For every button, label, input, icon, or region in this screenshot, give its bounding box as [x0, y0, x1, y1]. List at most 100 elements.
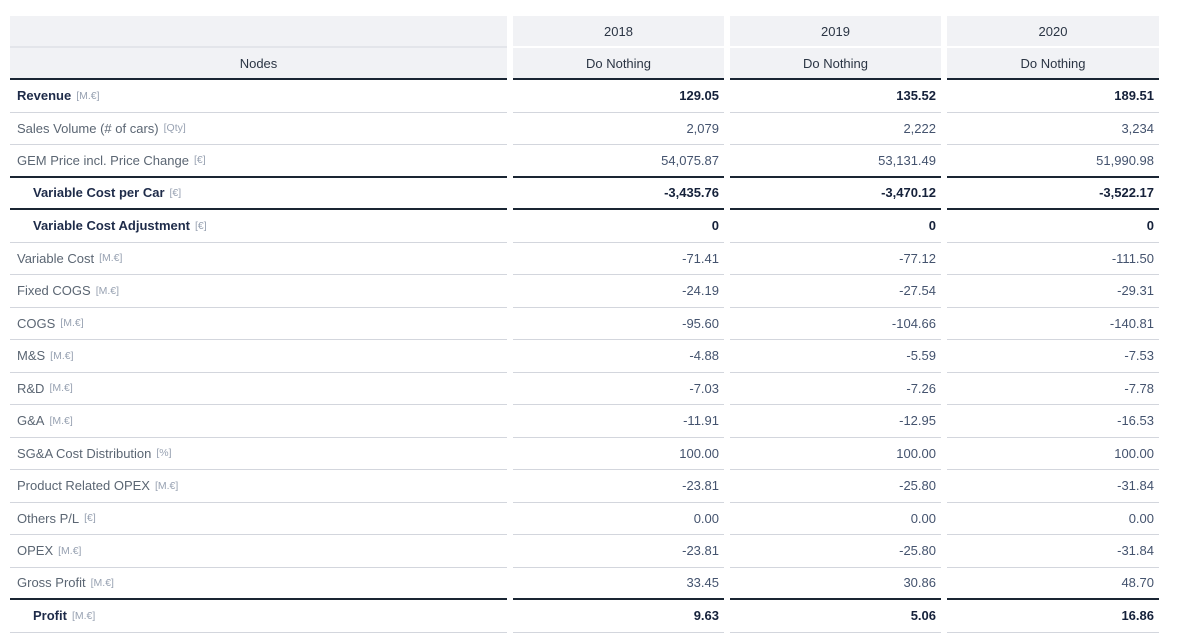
node-row-label: Profit [M.€]: [10, 600, 507, 633]
node-unit-tag: [M.€]: [58, 544, 82, 557]
scenario-label: Do Nothing: [585, 55, 652, 71]
value-text: -25.80: [899, 478, 936, 494]
value-text: 0: [711, 218, 719, 234]
year-label: 2018: [604, 23, 633, 39]
scenario-label: Do Nothing: [802, 55, 869, 71]
node-name: Gross Profit: [17, 575, 86, 591]
node-unit-tag: [€]: [195, 219, 207, 232]
node-unit-tag: [M.€]: [95, 284, 120, 297]
value-text: 100.00: [679, 445, 719, 461]
value-text: 5.06: [910, 608, 936, 624]
value-text: 54,075.87: [661, 152, 719, 168]
node-row-label: Variable Cost [M.€]: [10, 242, 507, 275]
value-text: -111.50: [1111, 250, 1154, 266]
value-cell: -104.66: [730, 307, 941, 340]
value-text: -7.26: [906, 380, 936, 396]
nodes-column-header: Nodes: [10, 48, 507, 80]
value-cell: 100.00: [730, 437, 941, 470]
value-cell: -111.50: [947, 242, 1159, 275]
value-cell: 16.86: [947, 600, 1159, 633]
node-unit-tag: [M.€]: [50, 349, 74, 362]
value-text: -104.66: [891, 315, 936, 331]
value-cell: 0.00: [947, 502, 1159, 535]
value-text: -31.84: [1117, 478, 1154, 494]
node-unit-tag: [M.€]: [49, 382, 73, 395]
node-row-label: Others P/L [€]: [10, 502, 507, 535]
value-cell: -25.80: [730, 470, 941, 503]
node-unit-tag: [M.€]: [60, 317, 84, 330]
value-text: 30.86: [903, 575, 936, 591]
scenario-comparison-table: 2018 2019 2020 Nodes Do Nothing Do Nothi…: [10, 16, 1159, 633]
value-cell: -7.26: [730, 372, 941, 405]
node-name: GEM Price incl. Price Change: [17, 152, 189, 168]
value-cell: 0: [513, 210, 724, 243]
value-cell: 0.00: [513, 502, 724, 535]
node-unit-tag: [M.€]: [154, 479, 179, 492]
table-grid: 2018 2019 2020 Nodes Do Nothing Do Nothi…: [10, 16, 1159, 633]
value-text: 0: [1146, 218, 1154, 234]
node-name: Variable Cost: [17, 250, 95, 266]
value-cell: 51,990.98: [947, 145, 1159, 178]
value-cell: -95.60: [513, 307, 724, 340]
value-text: 2,222: [903, 120, 936, 136]
value-text: -7.78: [1124, 380, 1154, 396]
value-cell: 100.00: [513, 437, 724, 470]
value-cell: 5.06: [730, 600, 941, 633]
node-name: M&S: [17, 348, 46, 364]
scenario-label: Do Nothing: [1020, 55, 1086, 71]
value-text: -29.31: [1117, 283, 1154, 299]
value-cell: -7.53: [947, 340, 1159, 373]
value-cell: 2,222: [730, 112, 941, 145]
value-text: 16.86: [1121, 608, 1154, 624]
value-cell: -3,435.76: [513, 177, 724, 210]
node-row-label: Variable Cost Adjustment [€]: [10, 210, 507, 243]
node-row-label: SG&A Cost Distribution [%]: [10, 437, 507, 470]
value-text: 0: [928, 218, 936, 234]
value-cell: 30.86: [730, 567, 941, 600]
node-name: Revenue: [17, 88, 72, 104]
value-text: -3,522.17: [1099, 185, 1154, 201]
value-cell: -23.81: [513, 535, 724, 568]
value-text: 2,079: [686, 120, 719, 136]
year-header-2019: 2019: [730, 16, 941, 48]
year-label: 2020: [1038, 23, 1068, 39]
value-text: -5.59: [906, 348, 936, 364]
node-row-label: Gross Profit [M.€]: [10, 567, 507, 600]
value-text: 129.05: [679, 88, 719, 104]
node-unit-tag: [%]: [156, 447, 172, 460]
value-text: -3,470.12: [881, 185, 936, 201]
value-cell: 33.45: [513, 567, 724, 600]
node-unit-tag: [M.€]: [71, 609, 96, 622]
value-text: -140.81: [1109, 315, 1154, 331]
node-row-label: OPEX [M.€]: [10, 535, 507, 568]
node-row-label: Variable Cost per Car [€]: [10, 177, 507, 210]
value-cell: -16.53: [947, 405, 1159, 438]
value-cell: -3,522.17: [947, 177, 1159, 210]
value-text: -77.12: [899, 250, 936, 266]
nodes-header-label: Nodes: [239, 55, 278, 71]
value-cell: 135.52: [730, 80, 941, 113]
node-unit-tag: [M.€]: [90, 576, 114, 589]
value-cell: 0: [730, 210, 941, 243]
value-cell: -29.31: [947, 275, 1159, 308]
node-name: SG&A Cost Distribution: [17, 445, 152, 461]
value-text: -24.19: [682, 283, 719, 299]
value-cell: -7.03: [513, 372, 724, 405]
node-row-label: Revenue [M.€]: [10, 80, 507, 113]
value-text: 53,131.49: [878, 152, 936, 168]
node-row-label: Product Related OPEX [M.€]: [10, 470, 507, 503]
value-cell: -77.12: [730, 242, 941, 275]
value-cell: -12.95: [730, 405, 941, 438]
year-header-2018: 2018: [513, 16, 724, 48]
value-cell: 0.00: [730, 502, 941, 535]
node-row-label: Sales Volume (# of cars) [Qty]: [10, 112, 507, 145]
value-cell: -140.81: [947, 307, 1159, 340]
node-row-label: Fixed COGS [M.€]: [10, 275, 507, 308]
value-text: 3,234: [1121, 120, 1154, 136]
value-text: -31.84: [1117, 543, 1154, 559]
value-cell: -24.19: [513, 275, 724, 308]
value-cell: -31.84: [947, 535, 1159, 568]
value-text: -71.41: [682, 250, 719, 266]
node-unit-tag: [M.€]: [76, 89, 100, 102]
value-cell: 54,075.87: [513, 145, 724, 178]
